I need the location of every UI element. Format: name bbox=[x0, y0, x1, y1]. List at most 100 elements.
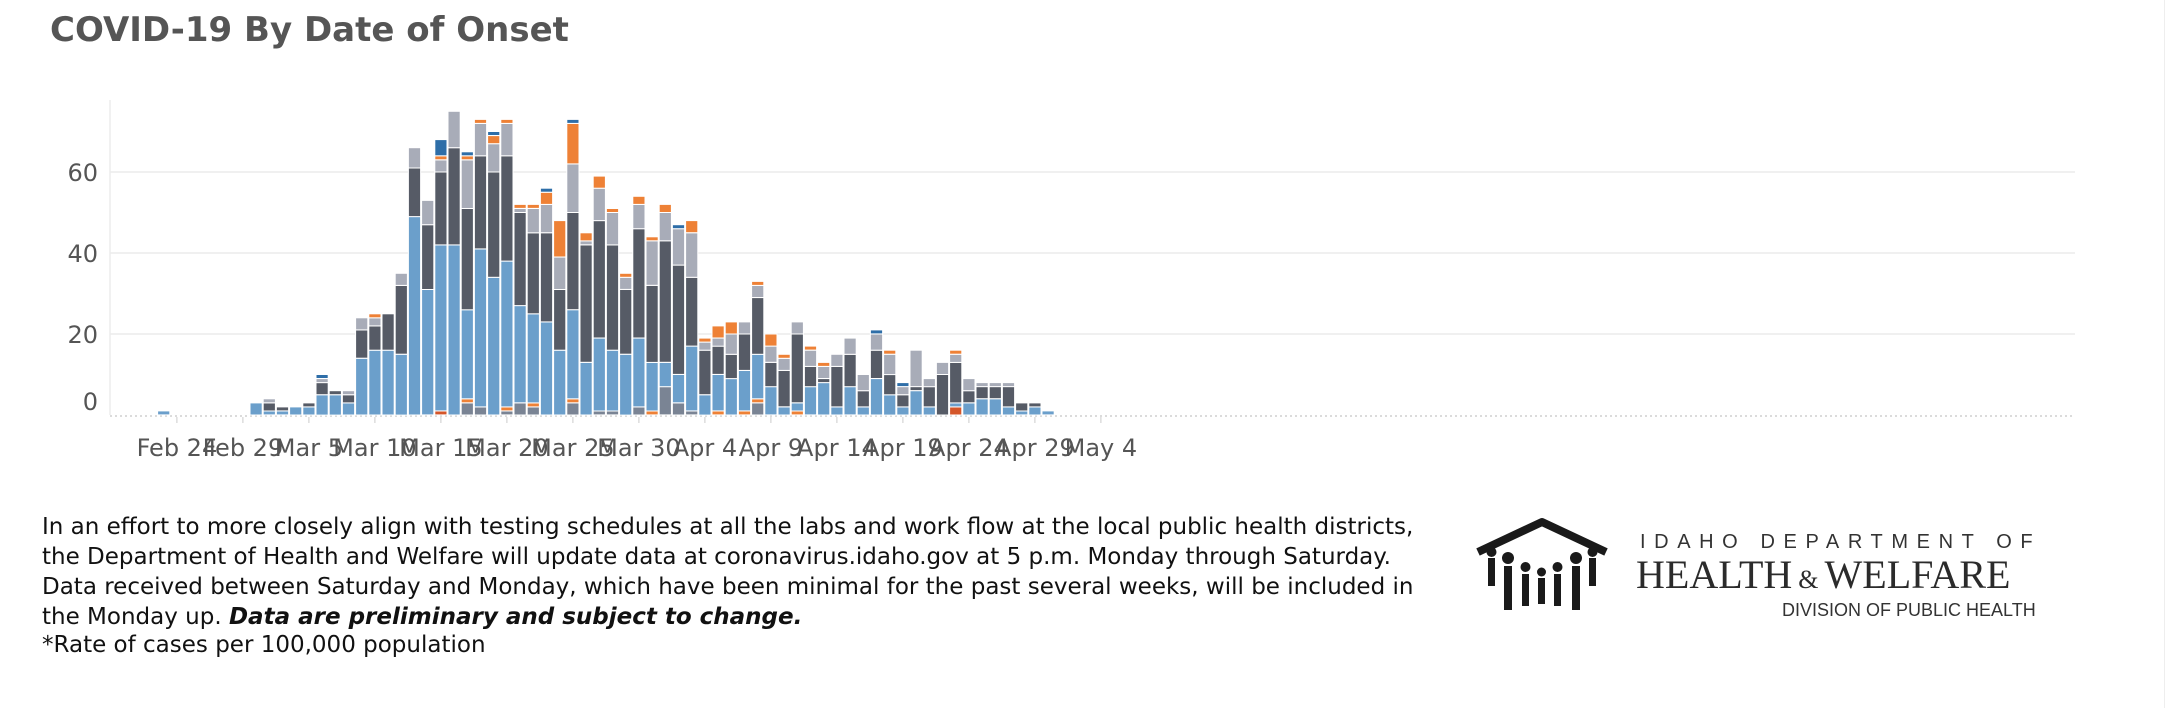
bar-segment bbox=[500, 122, 514, 157]
bar-segment bbox=[381, 313, 395, 351]
bar-segment bbox=[803, 365, 818, 388]
bar-stack bbox=[975, 382, 989, 416]
bar-segment bbox=[553, 288, 567, 351]
bar-segment bbox=[513, 402, 527, 416]
bar-segment bbox=[962, 378, 976, 392]
bar-segment bbox=[619, 353, 633, 416]
bar-segment bbox=[566, 163, 580, 213]
bar-segment bbox=[975, 386, 989, 400]
bar-stack bbox=[764, 333, 778, 416]
y-tick-label: 20 bbox=[67, 321, 98, 349]
bar-segment bbox=[869, 329, 884, 335]
bar-segment bbox=[566, 212, 580, 311]
bar-segment bbox=[896, 386, 910, 396]
bar-segment bbox=[949, 361, 963, 404]
bar-stack bbox=[157, 410, 171, 416]
notes-body: In an effort to more closely align with … bbox=[42, 514, 1414, 630]
bar-stack bbox=[830, 353, 844, 416]
bar-segment bbox=[275, 406, 290, 412]
bar-stack bbox=[1028, 402, 1042, 416]
bar-stack bbox=[1015, 402, 1029, 416]
x-tick-label: Mar 20 bbox=[465, 434, 548, 462]
bar-segment bbox=[909, 349, 923, 388]
bar-stack bbox=[421, 199, 435, 416]
bar-segment bbox=[566, 309, 580, 400]
bar-segment bbox=[764, 386, 778, 416]
bar-segment bbox=[355, 357, 369, 416]
bar-segment bbox=[909, 386, 923, 392]
bar-stack bbox=[790, 321, 804, 416]
bar-segment bbox=[421, 199, 435, 226]
logo-line1: IDAHO DEPARTMENT OF bbox=[1640, 531, 2041, 553]
bar-segment bbox=[315, 374, 329, 379]
bar-segment bbox=[513, 305, 527, 404]
x-tick-label: Apr 19 bbox=[863, 434, 943, 462]
bar-segment bbox=[1028, 406, 1042, 416]
bar-stack bbox=[909, 349, 923, 416]
bar-segment bbox=[566, 402, 580, 416]
bar-segment bbox=[658, 203, 672, 213]
bar-segment bbox=[1015, 402, 1029, 412]
bar-segment bbox=[473, 406, 488, 416]
bar-segment bbox=[460, 155, 474, 161]
bar-stack bbox=[447, 110, 461, 416]
bar-stack bbox=[856, 374, 870, 416]
bar-segment bbox=[500, 406, 514, 412]
bar-segment bbox=[856, 406, 870, 416]
bar-segment bbox=[843, 337, 857, 355]
y-tick-label: 0 bbox=[83, 388, 98, 416]
bar-segment bbox=[539, 321, 554, 416]
notes-text: In an effort to more closely align with … bbox=[42, 512, 1452, 632]
bar-segment bbox=[487, 171, 501, 278]
bar-segment bbox=[803, 349, 818, 367]
bar-segment bbox=[579, 240, 593, 246]
bar-segment bbox=[777, 353, 791, 359]
bar-segment bbox=[935, 374, 950, 416]
bar-stack bbox=[368, 313, 382, 416]
page-title: COVID-19 By Date of Onset bbox=[50, 10, 569, 50]
bar-segment bbox=[830, 365, 844, 408]
bar-segment bbox=[328, 394, 342, 416]
bar-segment bbox=[1001, 406, 1016, 416]
rate-footnote: *Rate of cases per 100,000 population bbox=[42, 632, 486, 658]
bar-segment bbox=[262, 402, 276, 412]
bar-stack bbox=[605, 208, 620, 416]
bar-stack bbox=[1001, 382, 1016, 416]
bar-segment bbox=[632, 406, 646, 416]
bar-segment bbox=[777, 369, 791, 408]
bar-stack bbox=[328, 390, 342, 416]
bar-segment bbox=[988, 382, 1002, 388]
bar-segment bbox=[817, 382, 831, 416]
bar-segment bbox=[421, 288, 435, 416]
bar-segment bbox=[737, 369, 752, 412]
bar-segment bbox=[883, 374, 897, 396]
x-tick-label: Apr 24 bbox=[929, 434, 1009, 462]
bar-segment bbox=[658, 361, 672, 388]
bar-segment bbox=[856, 390, 870, 408]
bar-segment bbox=[579, 361, 593, 416]
bar-segment bbox=[368, 325, 382, 351]
bar-segment bbox=[539, 187, 554, 193]
bar-stack bbox=[539, 187, 554, 416]
bar-segment bbox=[830, 406, 844, 416]
frame-edge bbox=[2164, 0, 2165, 708]
x-tick-label: Apr 4 bbox=[673, 434, 737, 462]
bar-segment bbox=[526, 313, 540, 404]
bar-segment bbox=[962, 390, 976, 404]
bar-segment bbox=[434, 171, 448, 246]
y-axis: 0 20 40 60 bbox=[67, 159, 98, 416]
bar-stack bbox=[473, 118, 488, 416]
bar-segment bbox=[592, 337, 606, 412]
family-house-icon bbox=[1476, 518, 1608, 610]
bar-segment bbox=[803, 386, 818, 416]
bar-segment bbox=[487, 143, 501, 173]
bar-stack bbox=[407, 147, 422, 416]
bar-segment bbox=[724, 378, 738, 416]
bar-segment bbox=[566, 118, 580, 124]
bar-segment bbox=[922, 378, 936, 388]
bar-segment bbox=[671, 224, 686, 230]
bar-segment bbox=[685, 410, 699, 416]
bar-segment bbox=[500, 410, 514, 416]
bar-segment bbox=[949, 353, 963, 363]
bar-segment bbox=[645, 236, 659, 242]
